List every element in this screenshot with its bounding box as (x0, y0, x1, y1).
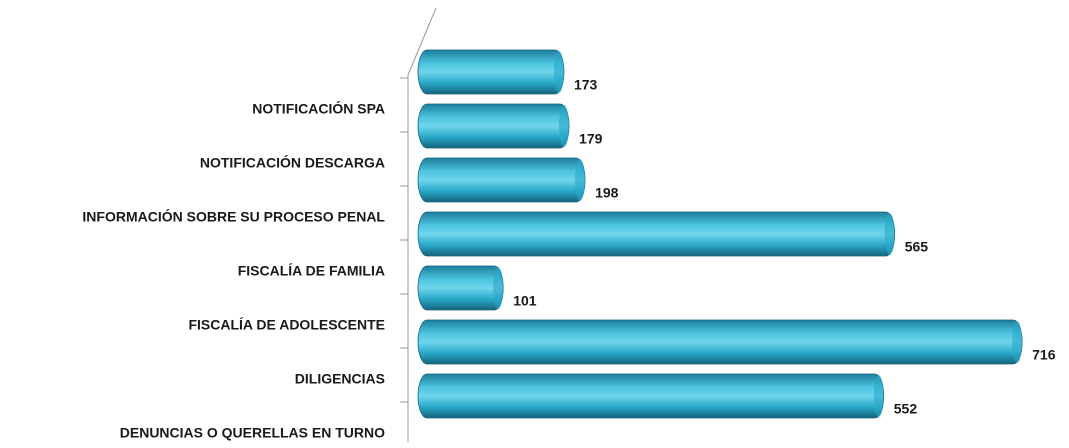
bar (417, 319, 1023, 365)
bar-cap (553, 51, 564, 93)
bar (417, 103, 570, 149)
bar-cap (873, 375, 884, 417)
bar-cap (559, 105, 570, 147)
bar (417, 49, 565, 95)
value-label: 198 (595, 185, 619, 201)
category-label: FISCALÍA DE ADOLESCENTE (188, 317, 385, 333)
axis-wall (407, 7, 437, 442)
category-label: NOTIFICACIÓN DESCARGA (200, 154, 385, 171)
bar-cap (884, 213, 895, 255)
bar (417, 373, 885, 419)
value-label: 173 (574, 77, 598, 93)
value-label: 101 (513, 293, 537, 309)
category-label: INFORMACIÓN SOBRE SU PROCESO PENAL (82, 208, 385, 225)
value-label: 179 (579, 131, 603, 147)
bar-cap (493, 267, 504, 309)
value-label: 565 (905, 239, 929, 255)
bar (417, 157, 586, 203)
bar (417, 211, 896, 257)
category-label: NOTIFICACIÓN SPA (252, 100, 385, 117)
category-label: DENUNCIAS O QUERELLAS EN TURNO (120, 425, 385, 441)
value-label: 716 (1032, 347, 1056, 363)
bar (417, 265, 504, 311)
axis-top (407, 7, 437, 76)
category-label: DILIGENCIAS (295, 371, 385, 387)
value-label: 552 (894, 401, 918, 417)
bar-cap (1012, 321, 1023, 363)
bar-cap (575, 159, 586, 201)
category-label: FISCALÍA DE FAMILIA (238, 263, 385, 279)
